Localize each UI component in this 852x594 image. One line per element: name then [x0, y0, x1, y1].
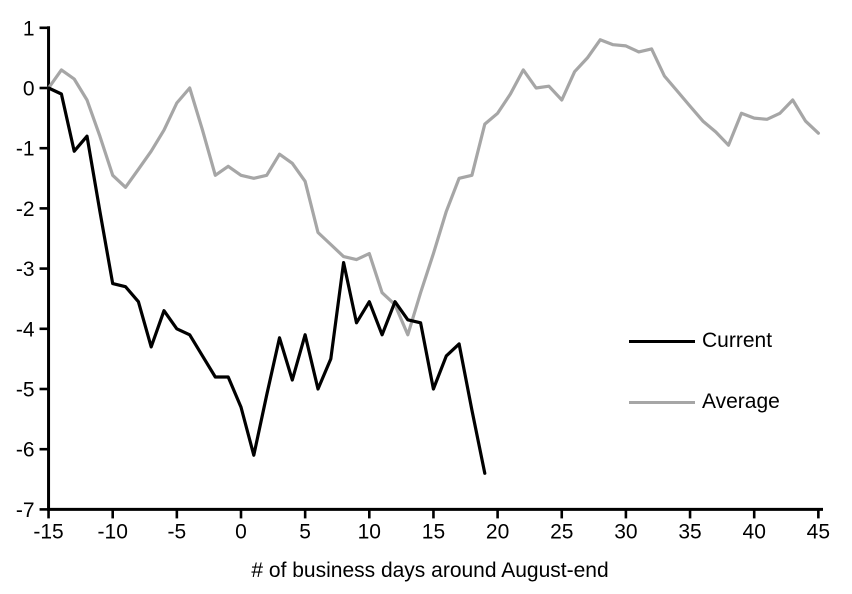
x-tick-label: 15	[422, 520, 445, 543]
average-line-swatch	[629, 400, 695, 404]
legend-item-current: Current	[629, 327, 780, 355]
current-series-line	[46, 86, 487, 475]
x-tick-label: -15	[33, 520, 63, 543]
y-tick-label: -5	[16, 379, 35, 402]
x-tick-label: 25	[550, 520, 573, 543]
y-tick-label: -6	[16, 439, 35, 462]
x-tick-label: 10	[358, 520, 381, 543]
y-tick-label: -4	[16, 318, 35, 341]
x-tick-label: 30	[614, 520, 637, 543]
y-tick-label: 0	[23, 78, 35, 101]
legend: Current Average	[629, 327, 780, 449]
x-tick-label: -10	[98, 520, 128, 543]
x-axis-title: # of business days around August-end	[251, 559, 609, 582]
y-tick-label: -7	[16, 499, 35, 522]
x-tick-label: 20	[486, 520, 509, 543]
x-tick-label: 35	[678, 520, 701, 543]
y-tick-label: -3	[16, 258, 35, 281]
x-tick-label: 0	[235, 520, 247, 543]
legend-label-current: Current	[702, 329, 773, 352]
x-tick-label: 5	[299, 520, 311, 543]
average-series-line	[46, 38, 821, 337]
x-tick-label: 40	[743, 520, 766, 543]
x-tick-label: -5	[168, 520, 187, 543]
x-tick-label: 45	[807, 520, 830, 543]
legend-item-average: Average	[629, 388, 780, 416]
y-tick-label: -2	[16, 198, 35, 221]
y-tick-label: -1	[16, 138, 35, 161]
legend-label-average: Average	[702, 390, 780, 413]
y-tick-label: 1	[23, 17, 35, 40]
current-line-swatch	[629, 339, 695, 343]
